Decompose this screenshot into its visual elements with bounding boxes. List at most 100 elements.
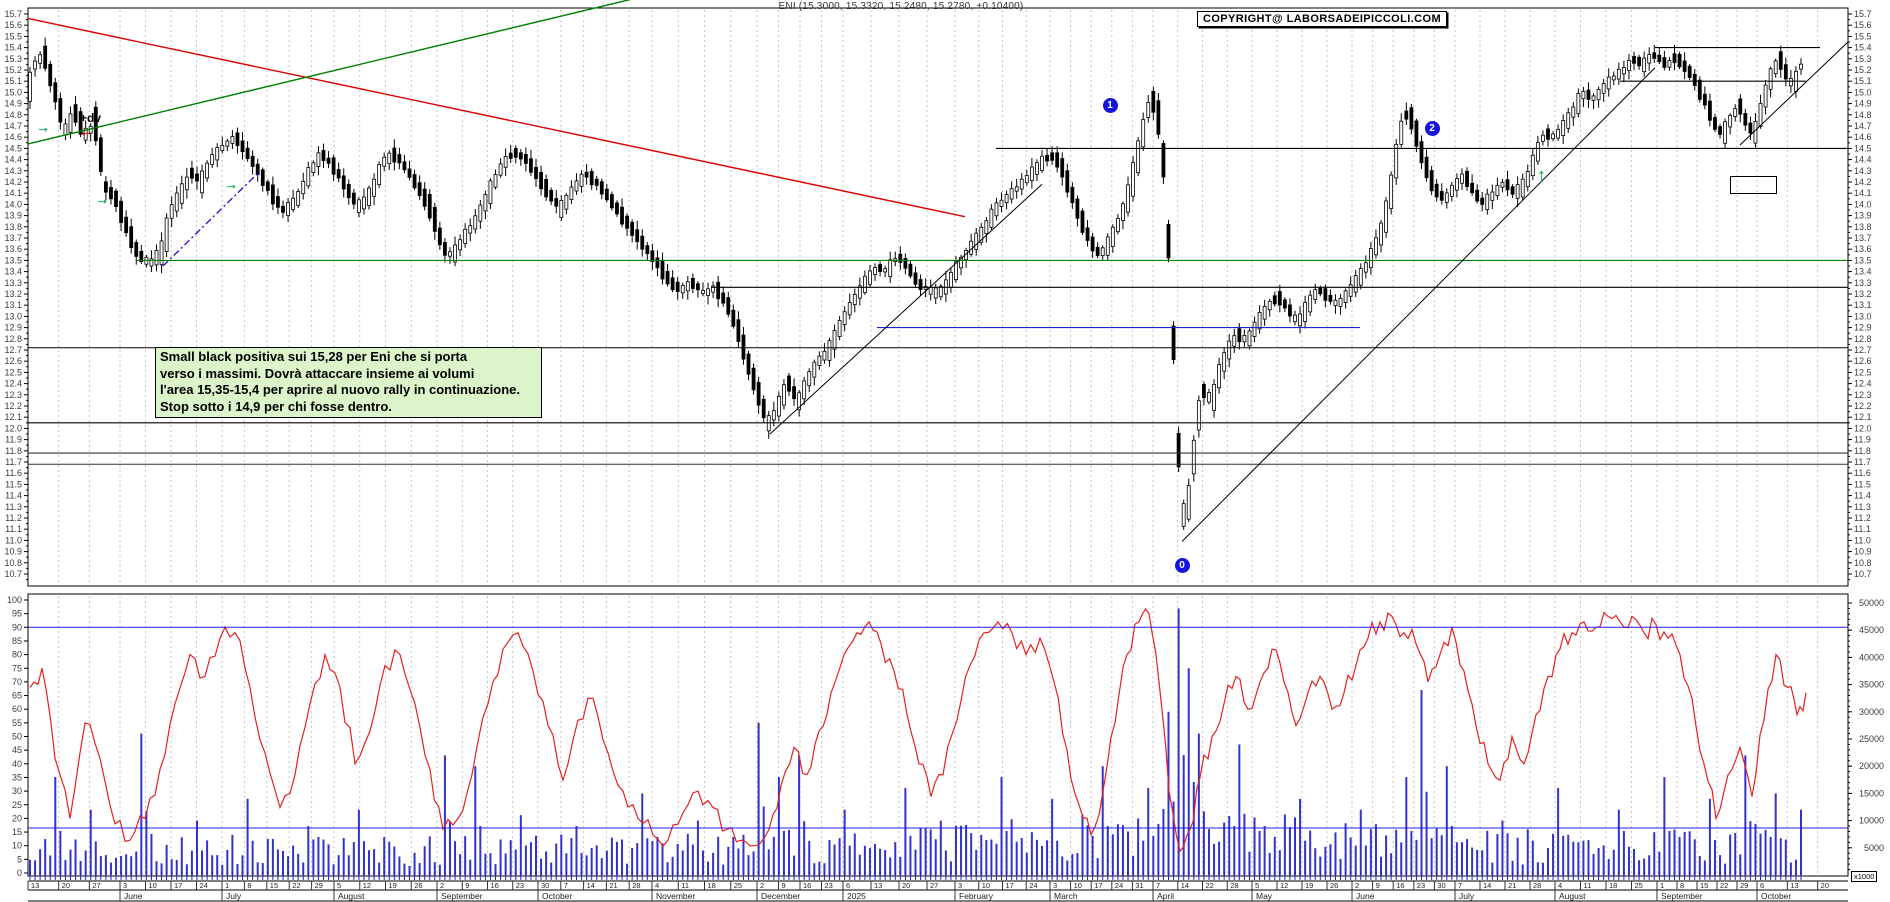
- svg-text:15.1: 15.1: [4, 76, 22, 86]
- svg-text:13.6: 13.6: [4, 244, 22, 254]
- svg-text:15.1: 15.1: [1854, 76, 1872, 86]
- svg-text:14.5: 14.5: [1854, 143, 1872, 153]
- svg-text:6: 6: [846, 881, 850, 890]
- svg-text:11.6: 11.6: [1854, 468, 1871, 478]
- svg-text:20: 20: [62, 881, 70, 890]
- svg-text:80: 80: [12, 650, 22, 660]
- svg-text:15.7: 15.7: [1854, 9, 1872, 19]
- svg-text:7: 7: [564, 881, 568, 890]
- trendlines: [27, 0, 1849, 542]
- svg-text:26: 26: [1330, 881, 1338, 890]
- svg-text:35: 35: [12, 772, 22, 782]
- svg-text:3: 3: [958, 881, 962, 890]
- svg-text:13.5: 13.5: [4, 255, 22, 265]
- svg-text:29: 29: [315, 881, 323, 890]
- svg-text:15: 15: [1700, 881, 1708, 890]
- svg-text:July: July: [1459, 891, 1475, 901]
- svg-text:13.1: 13.1: [4, 300, 22, 310]
- svg-text:12.7: 12.7: [4, 345, 22, 355]
- svg-text:1: 1: [225, 881, 229, 890]
- svg-text:12.6: 12.6: [4, 356, 22, 366]
- svg-text:45000: 45000: [1859, 625, 1884, 635]
- svg-text:25: 25: [1635, 881, 1643, 890]
- numbered-marker-0: 0: [1174, 557, 1190, 573]
- oscillator-axis: 1009590858075706560555045403530252015105…: [7, 595, 28, 878]
- svg-text:December: December: [761, 891, 800, 901]
- svg-text:17: 17: [174, 881, 182, 890]
- svg-text:6: 6: [1760, 881, 1764, 890]
- svg-text:12.4: 12.4: [4, 379, 22, 389]
- svg-text:14.1: 14.1: [1854, 188, 1872, 198]
- svg-text:12.5: 12.5: [1854, 367, 1872, 377]
- svg-text:14.7: 14.7: [4, 121, 22, 131]
- svg-text:22: 22: [292, 881, 300, 890]
- svg-text:25000: 25000: [1859, 734, 1884, 744]
- panel-borders: [27, 7, 1849, 877]
- right-arrow-icon: →: [36, 119, 50, 135]
- svg-text:14.2: 14.2: [1854, 177, 1872, 187]
- svg-text:10: 10: [149, 881, 157, 890]
- up-arrow-icon: ↑: [1537, 165, 1546, 185]
- svg-text:10.8: 10.8: [4, 558, 22, 568]
- svg-text:14.0: 14.0: [4, 199, 22, 209]
- candlesticks: [28, 37, 1803, 530]
- svg-text:14.2: 14.2: [4, 177, 22, 187]
- svg-text:20: 20: [1821, 881, 1829, 890]
- svg-text:21: 21: [1508, 881, 1516, 890]
- svg-text:14.1: 14.1: [4, 188, 22, 198]
- svg-text:26: 26: [414, 881, 422, 890]
- oscillator-line: [29, 607, 1807, 853]
- svg-text:5: 5: [1255, 881, 1259, 890]
- svg-text:10: 10: [982, 881, 990, 890]
- svg-text:11.2: 11.2: [5, 513, 22, 523]
- svg-text:15: 15: [270, 881, 278, 890]
- svg-text:13.9: 13.9: [1854, 211, 1872, 221]
- svg-text:13.8: 13.8: [4, 222, 22, 232]
- svg-text:12.7: 12.7: [1854, 345, 1872, 355]
- svg-text:40: 40: [12, 759, 22, 769]
- svg-text:50: 50: [12, 732, 22, 742]
- candle-tick-comb: [29, 872, 1802, 880]
- svg-text:15.3: 15.3: [1854, 54, 1872, 64]
- svg-text:60: 60: [12, 704, 22, 714]
- svg-text:65: 65: [12, 691, 22, 701]
- svg-text:23: 23: [825, 881, 833, 890]
- numbered-marker-1: 1: [1102, 97, 1118, 113]
- svg-text:25: 25: [12, 800, 22, 810]
- svg-text:October: October: [1761, 891, 1791, 901]
- svg-text:23: 23: [1417, 881, 1425, 890]
- svg-text:11.0: 11.0: [1854, 535, 1871, 545]
- svg-text:14.3: 14.3: [4, 166, 22, 176]
- svg-text:11.8: 11.8: [1854, 446, 1871, 456]
- svg-text:March: March: [1054, 891, 1078, 901]
- svg-text:15.3: 15.3: [4, 54, 22, 64]
- volume-unit-label: x1000: [1851, 871, 1878, 882]
- svg-text:11.3: 11.3: [5, 502, 22, 512]
- svg-text:19: 19: [1305, 881, 1313, 890]
- svg-text:13.8: 13.8: [1854, 222, 1872, 232]
- svg-text:10.9: 10.9: [4, 547, 22, 557]
- svg-text:25: 25: [734, 881, 742, 890]
- svg-text:June: June: [124, 891, 143, 901]
- svg-text:14: 14: [587, 881, 595, 890]
- svg-text:40000: 40000: [1859, 652, 1884, 662]
- svg-text:95: 95: [12, 609, 22, 619]
- svg-text:12.2: 12.2: [4, 401, 22, 411]
- svg-text:75: 75: [12, 663, 22, 673]
- plus-dv-label: +dv: [80, 111, 102, 125]
- svg-text:3: 3: [1053, 881, 1057, 890]
- svg-text:13: 13: [874, 881, 882, 890]
- svg-text:15.2: 15.2: [1854, 65, 1872, 75]
- svg-text:27: 27: [930, 881, 938, 890]
- svg-text:18: 18: [1609, 881, 1617, 890]
- svg-text:13.4: 13.4: [1854, 267, 1872, 277]
- svg-text:12.8: 12.8: [1854, 334, 1872, 344]
- svg-text:24: 24: [1115, 881, 1123, 890]
- svg-text:May: May: [1256, 891, 1273, 901]
- svg-text:14.8: 14.8: [4, 110, 22, 120]
- svg-text:10.8: 10.8: [1854, 558, 1872, 568]
- svg-text:1: 1: [1660, 881, 1664, 890]
- svg-text:29: 29: [1740, 881, 1748, 890]
- svg-text:August: August: [1559, 891, 1586, 901]
